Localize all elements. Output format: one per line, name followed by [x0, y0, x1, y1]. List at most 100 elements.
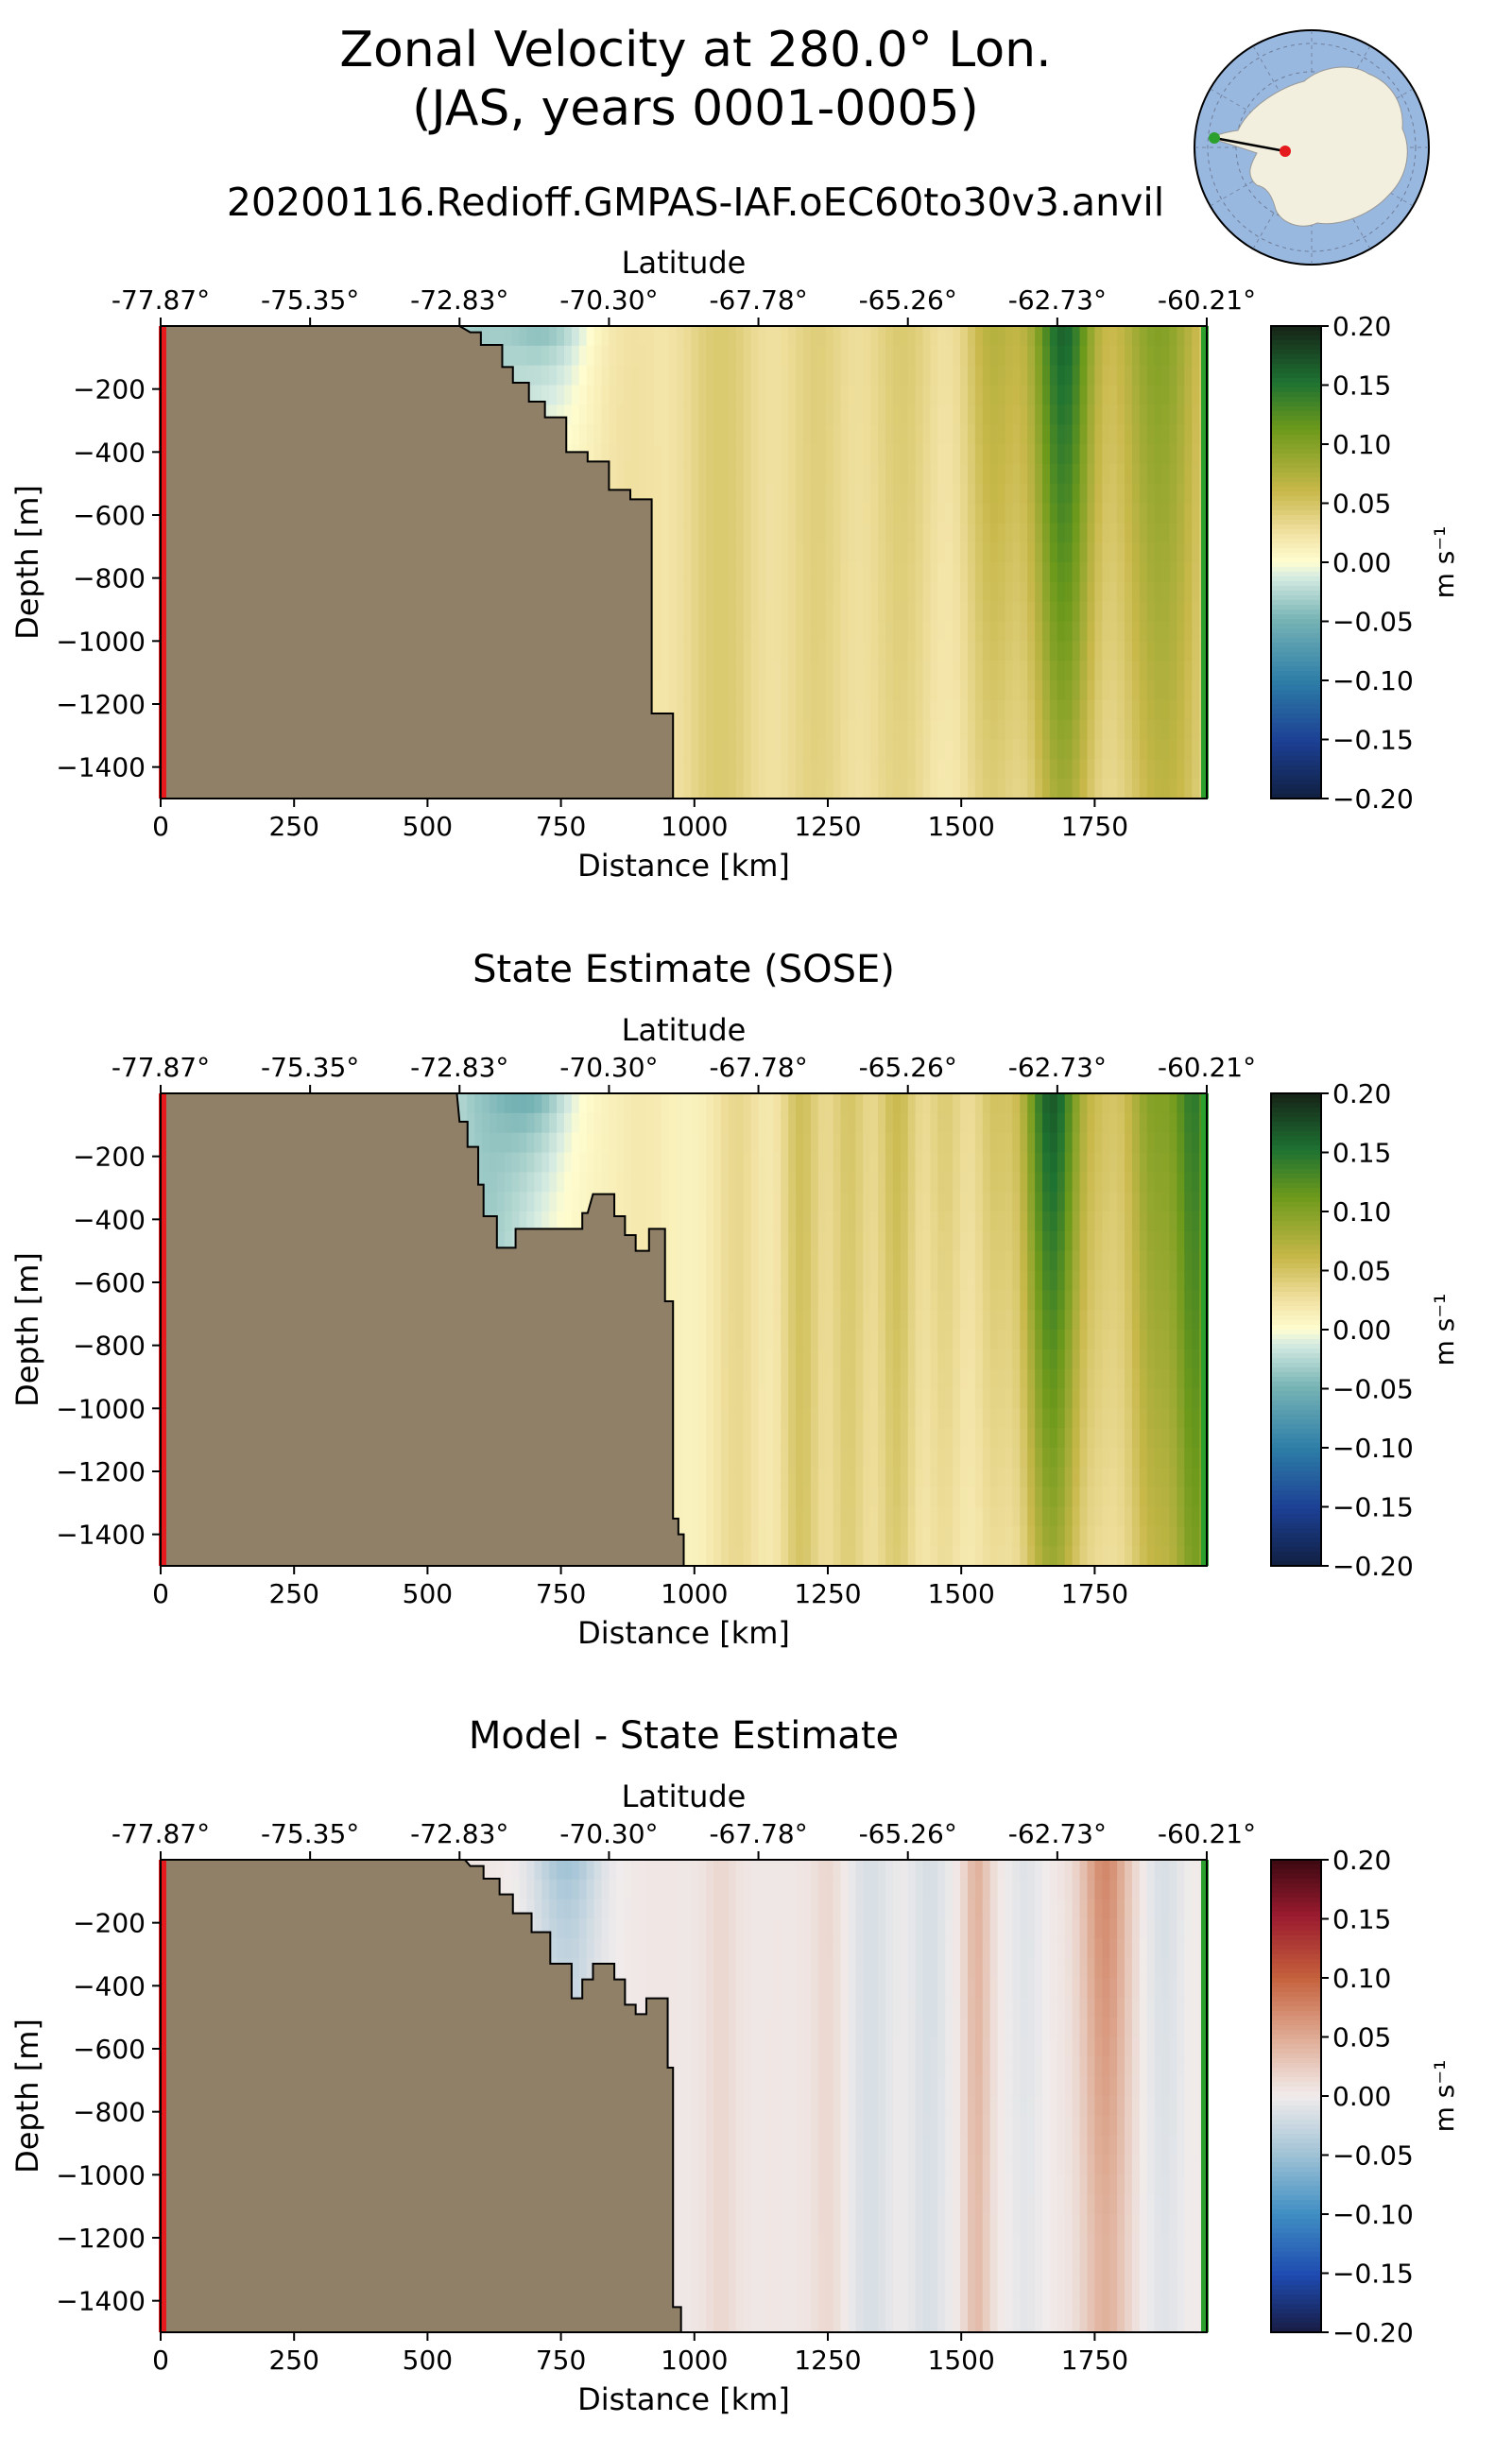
- field-cell: [803, 621, 812, 643]
- field-cell: [848, 621, 857, 643]
- field-cell: [1027, 365, 1036, 387]
- field-cell: [1042, 661, 1051, 681]
- field-cell: [982, 463, 991, 485]
- field-cell: [1154, 739, 1163, 761]
- field-cell: [706, 345, 714, 367]
- field-cell: [1020, 779, 1029, 799]
- field-cell: [848, 699, 857, 721]
- field-cell: [1079, 601, 1089, 623]
- field-cell: [982, 581, 991, 603]
- field-cell: [743, 601, 752, 623]
- field-cell: [870, 562, 879, 583]
- field-cell: [960, 699, 969, 721]
- field-cell: [668, 542, 678, 563]
- field-cell: [907, 719, 917, 741]
- field-cell: [982, 601, 991, 623]
- colorbar-swatch: [1271, 543, 1321, 549]
- field-cell: [1102, 385, 1111, 406]
- field-cell: [997, 444, 1006, 465]
- field-cell: [1005, 326, 1014, 347]
- field-cell: [489, 1192, 498, 1212]
- field-cell: [825, 365, 834, 387]
- field-cell: [1192, 621, 1200, 643]
- field-cell: [863, 581, 871, 603]
- field-cell: [885, 562, 894, 583]
- field-cell: [1012, 404, 1022, 425]
- field-cell: [1139, 601, 1148, 623]
- field-cell: [810, 661, 819, 681]
- field-cell: [526, 1211, 536, 1232]
- field-cell: [1131, 739, 1141, 761]
- field-cell: [735, 601, 745, 623]
- lat-tick-label: -67.78°: [709, 284, 807, 316]
- field-cell: [960, 542, 969, 563]
- field-cell: [945, 444, 954, 465]
- field-cell: [593, 1112, 603, 1134]
- field-cell: [735, 404, 745, 425]
- field-cell: [1057, 542, 1066, 563]
- field-cell: [765, 404, 775, 425]
- field-cell: [945, 680, 954, 701]
- field-cell: [1079, 404, 1089, 425]
- field-cell: [1177, 463, 1186, 485]
- field-cell: [519, 1172, 528, 1193]
- field-cell: [661, 345, 670, 367]
- field-cell: [781, 385, 789, 406]
- field-cell: [683, 424, 693, 445]
- field-cell: [557, 1112, 565, 1134]
- field-cell: [758, 404, 767, 425]
- field-cell: [817, 444, 827, 465]
- colorbar-tick-label: −0.10: [1332, 665, 1414, 696]
- field-cell: [922, 523, 932, 543]
- field-cell: [631, 385, 640, 406]
- field-cell: [743, 779, 752, 799]
- field-cell: [788, 641, 797, 662]
- colorbar-swatch: [1271, 638, 1321, 644]
- field-cell: [765, 365, 775, 387]
- field-cell: [840, 523, 850, 543]
- field-cell: [796, 641, 804, 662]
- field-cell: [1072, 483, 1081, 505]
- field-cell: [1079, 699, 1089, 721]
- field-cell: [1161, 562, 1171, 583]
- field-cell: [743, 562, 752, 583]
- field-cell: [676, 562, 685, 583]
- field-cell: [915, 365, 924, 387]
- field-cell: [765, 641, 775, 662]
- field-cell: [825, 444, 834, 465]
- field-cell: [907, 404, 917, 425]
- field-cell: [937, 739, 947, 761]
- field-cell: [698, 759, 708, 780]
- field-cell: [937, 680, 947, 701]
- field-cell: [833, 365, 842, 387]
- field-cell: [915, 581, 924, 603]
- field-cell: [1177, 699, 1186, 721]
- field-cell: [907, 483, 917, 505]
- field-cell: [997, 542, 1006, 563]
- field-cell: [713, 523, 722, 543]
- field-cell: [989, 621, 999, 643]
- field-cell: [1064, 503, 1074, 524]
- field-cell: [496, 326, 506, 347]
- plot-frame: [160, 325, 1208, 799]
- field-cell: [922, 601, 932, 623]
- field-cell: [915, 562, 924, 583]
- field-cell: [945, 503, 954, 524]
- field-cell: [788, 739, 797, 761]
- field-cell: [728, 365, 737, 387]
- field-cell: [1049, 759, 1058, 780]
- field-cell: [1125, 444, 1133, 465]
- field-cell: [1177, 385, 1186, 406]
- field-cell: [578, 1093, 588, 1114]
- field-cell: [1184, 719, 1193, 741]
- field-cell: [803, 503, 812, 524]
- field-cell: [1005, 581, 1014, 603]
- colorbar-swatch: [1271, 737, 1321, 743]
- field-cell: [639, 424, 647, 445]
- field-cell: [848, 759, 857, 780]
- field-cell: [1131, 463, 1141, 485]
- field-cell: [706, 621, 714, 643]
- field-cell: [773, 739, 782, 761]
- field-cell: [817, 562, 827, 583]
- field-cell: [721, 581, 730, 603]
